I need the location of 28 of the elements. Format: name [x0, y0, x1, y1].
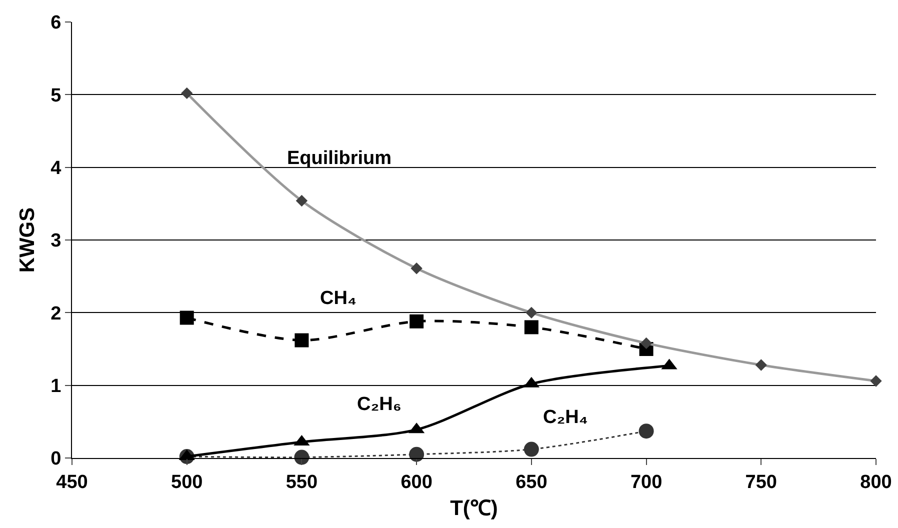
x-tick-label: 450 — [56, 472, 88, 493]
y-tick-label: 5 — [50, 85, 62, 106]
point — [180, 310, 194, 325]
series-label: CH₄ — [320, 288, 356, 309]
x-tick-label: 650 — [516, 472, 548, 493]
y-tick-label: 3 — [50, 230, 62, 252]
series-label: C₂H₆ — [357, 394, 402, 415]
x-tick-label: 600 — [400, 472, 432, 493]
y-tick-label: 0 — [50, 448, 62, 470]
y-tick-label: 6 — [50, 12, 62, 34]
series-label: C₂H₄ — [543, 407, 588, 428]
point — [638, 424, 654, 439]
point — [410, 314, 424, 328]
point — [524, 442, 539, 457]
y-tick-label: 4 — [50, 158, 62, 179]
x-axis-title: T(℃) — [450, 497, 498, 520]
y-tick-label: 2 — [50, 303, 62, 324]
x-tick-label: 750 — [745, 472, 777, 493]
y-axis-title: KWGS — [16, 207, 39, 273]
x-tick-label: 550 — [286, 472, 318, 493]
point — [294, 333, 309, 348]
x-tick-label: 500 — [171, 472, 203, 493]
point — [524, 320, 538, 334]
x-tick-label: 800 — [860, 472, 892, 493]
x-tick-label: 700 — [630, 472, 662, 493]
y-tick-label: 1 — [50, 376, 62, 397]
point — [409, 446, 424, 462]
series-label: Equilibrium — [287, 148, 392, 169]
